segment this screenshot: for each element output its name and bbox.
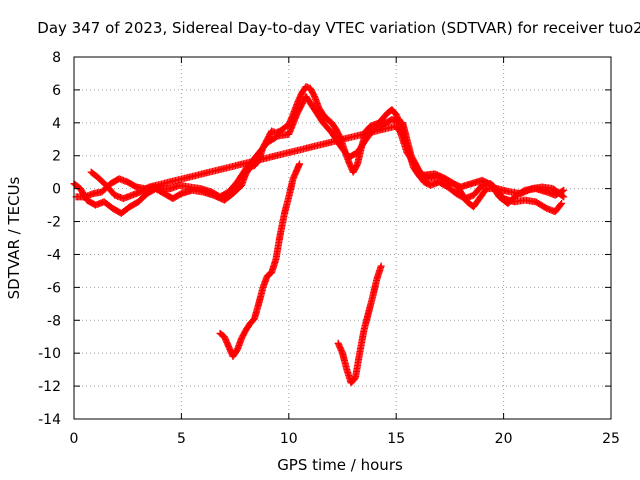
plot-frame [73,56,612,420]
data-point [559,192,567,200]
x-tick-labels: 0 5 10 15 20 25 [70,431,620,447]
data-points [70,83,568,387]
y-tick-label: -12 [38,379,61,395]
chart-title: Day 347 of 2023, Sidereal Day-to-day VTE… [37,19,640,37]
data-point [377,262,385,270]
data-point [557,201,565,209]
y-tick-label: -8 [47,313,61,329]
x-tick-label: 20 [495,431,513,447]
y-tick-label: 4 [52,116,61,132]
y-tick-label: -2 [47,215,61,231]
y-tick-label: 2 [52,149,61,165]
y-tick-labels: -14 -12 -10 -8 -6 -4 -2 0 2 4 6 8 [38,50,61,428]
series-track [334,262,385,387]
x-tick-label: 0 [70,431,79,447]
x-tick-label: 5 [177,431,186,447]
data-point [296,160,304,168]
y-tick-label: -10 [38,346,61,362]
x-axis-label: GPS time / hours [277,456,403,474]
series-track [87,122,568,211]
y-tick-label: 0 [52,182,61,198]
data-point [558,199,566,207]
data-point [560,186,568,194]
data-point [560,193,568,201]
y-axis-label: SDTVAR / TECUs [5,176,23,299]
x-tick-label: 10 [280,431,298,447]
y-tick-label: 8 [52,50,61,66]
y-tick-label: -14 [38,412,61,428]
axis-ticks [73,56,612,420]
x-tick-label: 25 [602,431,620,447]
y-tick-label: 6 [52,83,61,99]
series-track [216,160,304,360]
y-tick-label: -4 [47,247,61,263]
x-tick-label: 15 [387,431,405,447]
y-tick-label: -6 [47,280,61,296]
